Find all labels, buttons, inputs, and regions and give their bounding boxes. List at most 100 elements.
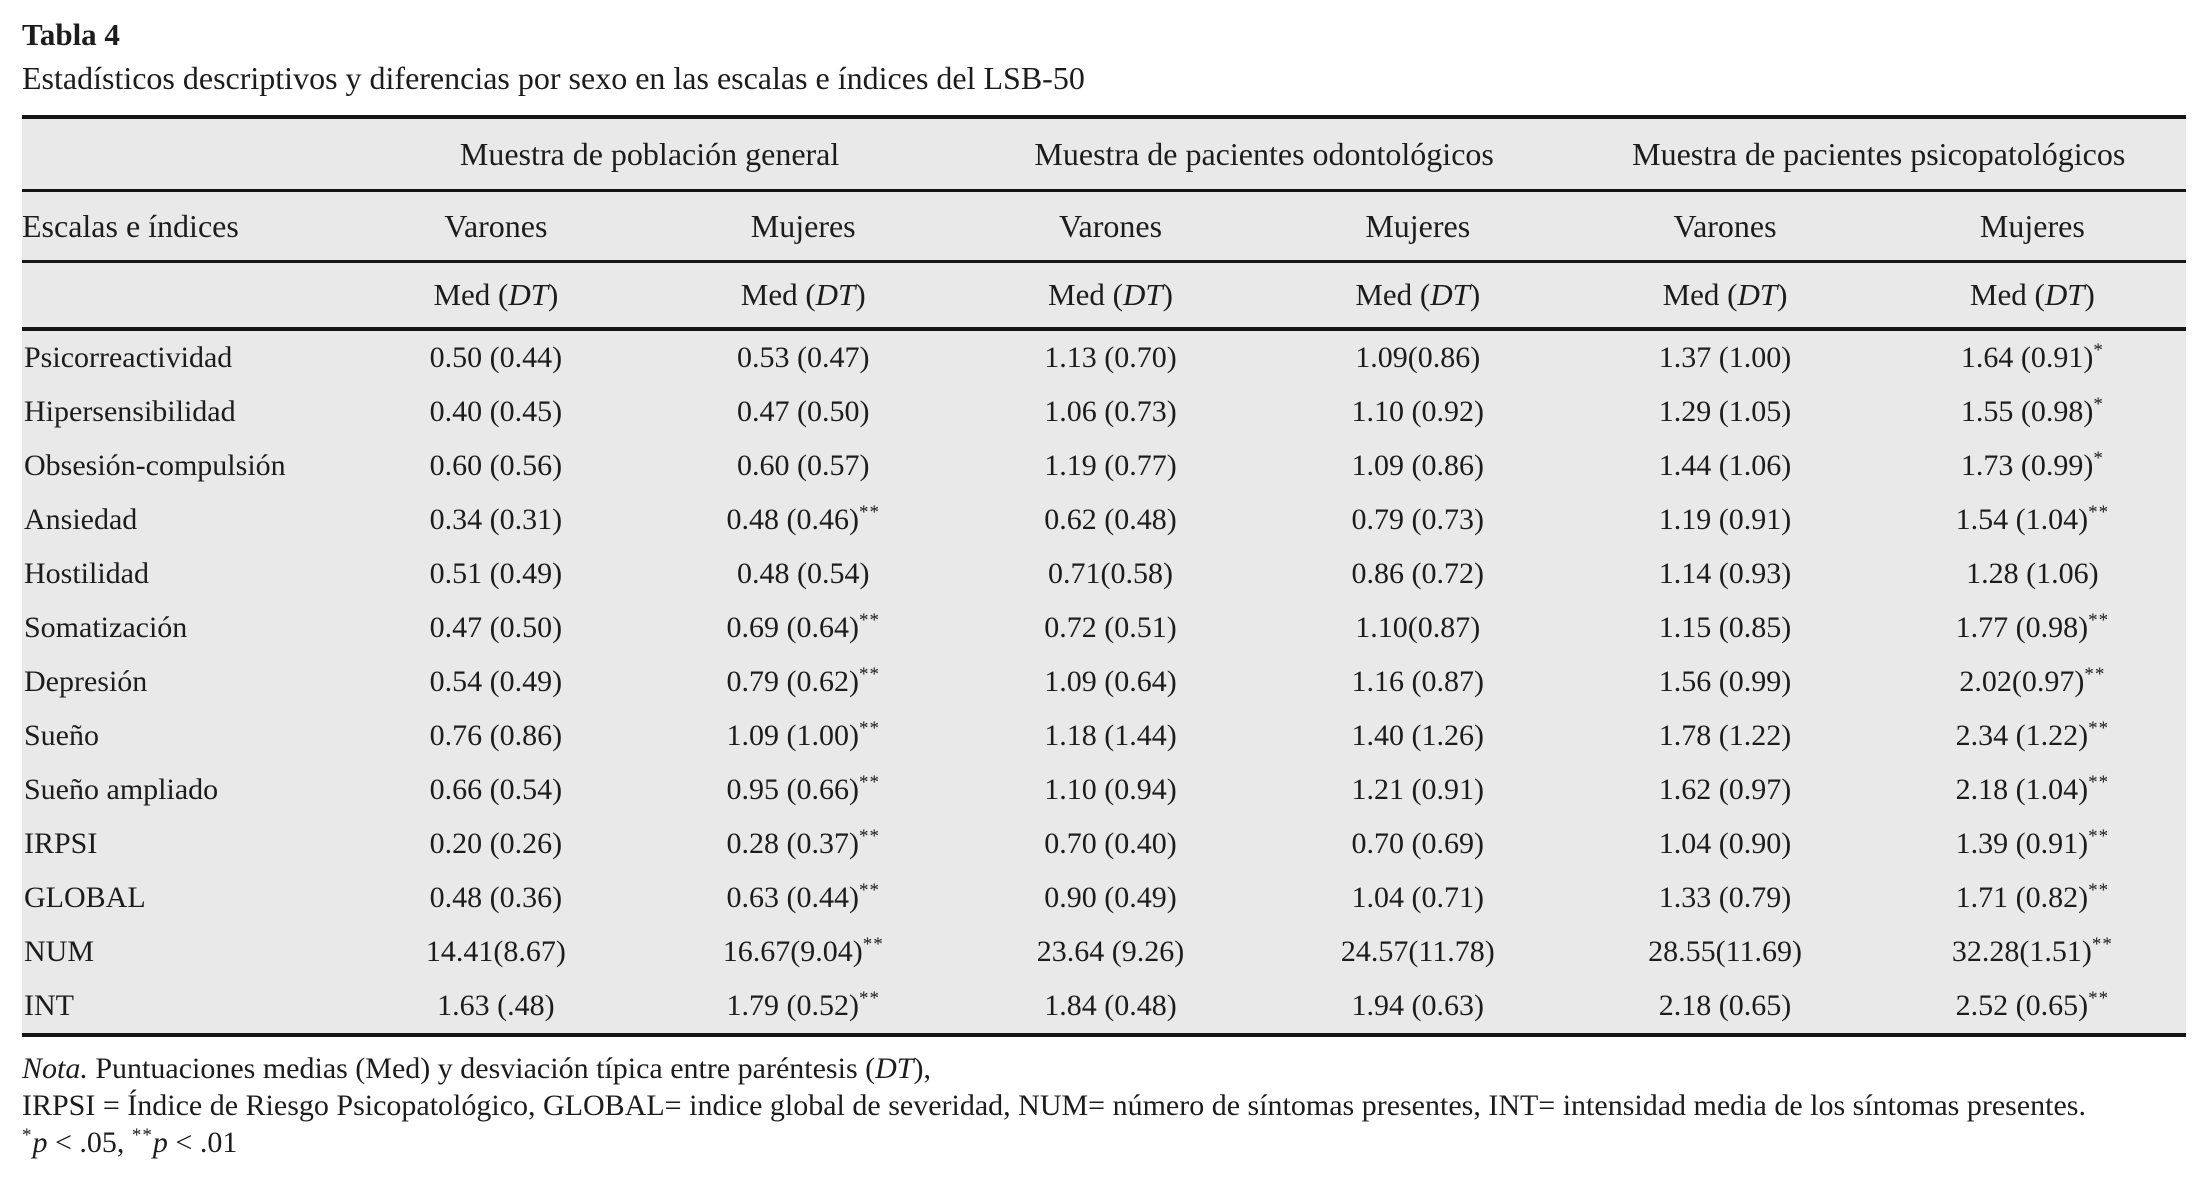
stat-cell: 0.95 (0.66)**: [726, 772, 880, 807]
stat-cell: 0.71(0.58): [1047, 557, 1173, 591]
stat-cell: 1.71 (0.82)**: [1955, 880, 2110, 915]
table-subtitle: Estadísticos descriptivos y diferencias …: [22, 59, 1085, 96]
significance-marker: **: [858, 988, 880, 1010]
stat-cell: 1.37 (1.00): [1658, 341, 1792, 375]
table-row: Obsesión-compulsión 0.60 (0.56) 0.60 (0.57…: [22, 439, 2186, 493]
stat-cell: 1.16 (0.87): [1351, 665, 1484, 699]
significance-marker: **: [858, 664, 880, 686]
significance-marker: **: [2088, 772, 2110, 794]
significance-marker: **: [2088, 502, 2110, 524]
stat-cell: 1.21 (0.91): [1351, 773, 1484, 807]
stat-cell: 2.52 (0.65)**: [1955, 988, 2110, 1023]
table-row: IRPSI 0.20 (0.26) 0.28 (0.37)** 0.70 (0.40)…: [22, 817, 2186, 871]
table-body: Psicorreactividad 0.50 (0.44) 0.53 (0.47) 1…: [22, 329, 2186, 1035]
sex-header: Varones: [444, 207, 548, 244]
stat-cell: 0.66 (0.54): [429, 773, 563, 807]
table-row: Psicorreactividad 0.50 (0.44) 0.53 (0.47) 1…: [22, 329, 2186, 385]
table-row: Hipersensibilidad 0.40 (0.45) 0.47 (0.50) 1…: [22, 385, 2186, 439]
table-row: GLOBAL 0.48 (0.36) 0.63 (0.44)** 0.90 (0.49…: [22, 871, 2186, 925]
scale-name: Ansiedad: [24, 503, 138, 537]
significance-marker: **: [858, 502, 880, 524]
significance-marker: **: [858, 610, 880, 632]
nota-label: Nota.: [22, 1052, 88, 1086]
stat-cell: 2.18 (1.04)**: [1955, 772, 2110, 807]
stat-cell: 0.48 (0.46)**: [726, 502, 880, 537]
stat-cell: 14.41(8.67): [425, 935, 566, 969]
scale-name: Psicorreactividad: [24, 341, 233, 375]
significance-marker: **: [2088, 880, 2110, 902]
significance-marker: **: [858, 718, 880, 740]
significance-marker: **: [2091, 934, 2113, 956]
stat-cell: 1.09 (0.86): [1351, 449, 1484, 483]
stat-cell: 0.53 (0.47): [736, 341, 870, 375]
med-dt-header: Med (DT): [1048, 277, 1173, 313]
stat-cell: 0.70 (0.69): [1351, 827, 1484, 861]
stat-cell: 1.04 (0.90): [1658, 827, 1792, 861]
scale-name: NUM: [24, 935, 95, 969]
measure-header-row: Med (DT) Med (DT) Med (DT) Med (DT) Med …: [22, 262, 2186, 330]
table-row: NUM 14.41(8.67) 16.67(9.04)** 23.64 (9.26) 2…: [22, 925, 2186, 979]
stat-cell: 1.77 (0.98)**: [1955, 610, 2110, 645]
scale-name: Depresión: [24, 665, 148, 699]
stat-cell: 1.78 (1.22): [1658, 719, 1792, 753]
sex-header: Mujeres: [750, 207, 856, 244]
stat-cell: 1.39 (0.91)**: [1955, 826, 2110, 861]
scale-name: IRPSI: [24, 827, 98, 861]
scale-name: Hostilidad: [24, 557, 149, 591]
sex-header: Mujeres: [1365, 207, 1471, 244]
stat-cell: 0.79 (0.73): [1351, 503, 1484, 537]
stat-cell: 1.64 (0.91)*: [1960, 340, 2104, 375]
stat-cell: 0.50 (0.44): [429, 341, 563, 375]
stat-cell: 0.63 (0.44)**: [726, 880, 880, 915]
stat-cell: 1.19 (0.91): [1658, 503, 1792, 537]
stat-cell: 1.10 (0.92): [1351, 395, 1484, 429]
stat-cell: 1.56 (0.99): [1658, 665, 1792, 699]
stat-cell: 1.55 (0.98)*: [1960, 394, 2104, 429]
significance-marker: **: [2088, 718, 2110, 740]
stat-cell: 28.55(11.69): [1648, 935, 1802, 969]
stat-cell: 32.28(1.51)**: [1951, 934, 2113, 969]
stat-cell: 0.69 (0.64)**: [726, 610, 880, 645]
sex-header: Mujeres: [1979, 207, 2085, 244]
significance-marker: **: [862, 934, 884, 956]
stat-cell: 0.62 (0.48): [1044, 503, 1177, 537]
stat-cell: 0.54 (0.49): [429, 665, 563, 699]
descriptives-table: Muestra de población general Muestra de …: [22, 115, 2186, 1038]
med-dt-header: Med (DT): [1355, 277, 1481, 313]
group-header-general: Muestra de población general: [459, 135, 840, 172]
stat-cell: 1.19 (0.77): [1044, 449, 1177, 483]
stat-cell: 16.67(9.04)**: [722, 934, 884, 969]
stat-cell: 1.09 (1.00)**: [726, 718, 880, 753]
table-row: INT 1.63 (.48) 1.79 (0.52)** 1.84 (0.48) 1.9…: [22, 979, 2186, 1035]
stat-cell: 0.20 (0.26): [429, 827, 563, 861]
scale-name: Sueño ampliado: [24, 773, 219, 807]
stat-cell: 1.29 (1.05): [1658, 395, 1792, 429]
significance-marker: **: [2088, 610, 2110, 632]
stat-cell: 0.34 (0.31): [429, 503, 563, 537]
stat-cell: 0.51 (0.49): [429, 557, 563, 591]
stat-cell: 0.72 (0.51): [1044, 611, 1177, 645]
scale-name: Hipersensibilidad: [24, 395, 236, 429]
significance-marker: *: [2093, 394, 2104, 416]
stat-cell: 1.73 (0.99)*: [1960, 448, 2104, 483]
corner-cell: [22, 262, 342, 330]
stat-cell: 1.40 (1.26): [1351, 719, 1484, 753]
stat-cell: 1.14 (0.93): [1658, 557, 1792, 591]
stat-cell: 0.47 (0.50): [736, 395, 870, 429]
sex-header: Varones: [1058, 207, 1163, 244]
stat-cell: 1.79 (0.52)**: [726, 988, 880, 1023]
table-row: Depresión 0.54 (0.49) 0.79 (0.62)** 1.09 (0…: [22, 655, 2186, 709]
scale-name: GLOBAL: [24, 881, 146, 915]
med-dt-header: Med (DT): [433, 277, 559, 313]
stat-cell: 23.64 (9.26): [1036, 935, 1185, 969]
stat-cell: 1.28 (1.06): [1966, 557, 2099, 591]
table-row: Somatización 0.47 (0.50) 0.69 (0.64)** 0.72…: [22, 601, 2186, 655]
scale-name: Sueño: [24, 719, 99, 753]
stat-cell: 1.84 (0.48): [1044, 989, 1177, 1023]
scale-name: INT: [24, 989, 74, 1023]
group-header-odontологicos: Muestra de pacientes odontológicos: [1034, 135, 1494, 172]
significance-marker: *: [2093, 448, 2104, 470]
stat-cell: 1.94 (0.63): [1351, 989, 1484, 1023]
scale-name: Obsesión-compulsión: [24, 449, 286, 483]
